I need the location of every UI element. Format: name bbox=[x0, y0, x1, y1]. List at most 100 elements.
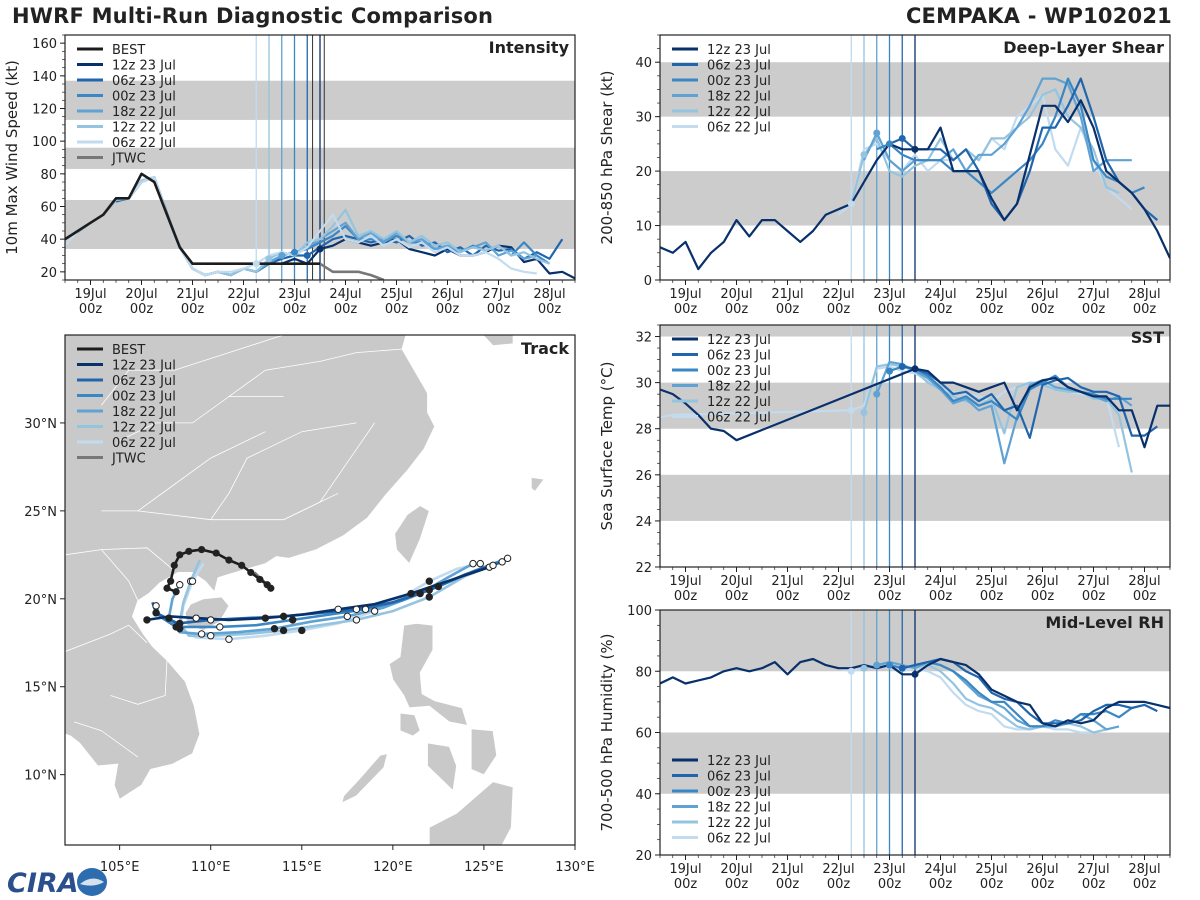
intensity-ytick-label: 120 bbox=[32, 103, 57, 118]
figure-title: HWRF Multi-Run Diagnostic Comparison bbox=[12, 4, 494, 28]
province-border bbox=[101, 431, 266, 512]
province-border bbox=[73, 721, 139, 758]
intensity-xtick-hour: 00z bbox=[181, 302, 205, 317]
sst-xtick-day: 28Jul bbox=[1128, 574, 1160, 589]
track-marker bbox=[416, 589, 424, 598]
sst-xtick-hour: 00z bbox=[1133, 589, 1157, 604]
shear-ytick-label: 30 bbox=[635, 111, 652, 126]
track-marker bbox=[165, 614, 173, 622]
track-marker bbox=[425, 577, 433, 585]
rh-init-dot bbox=[911, 670, 919, 678]
rh-xtick-hour: 00z bbox=[1133, 877, 1157, 892]
intensity-legend-label: BEST bbox=[112, 43, 145, 58]
land-mindoro bbox=[399, 712, 421, 737]
province-border bbox=[210, 422, 357, 520]
intensity-init-dot bbox=[316, 245, 324, 253]
land-samar bbox=[470, 728, 498, 776]
land-palawan bbox=[341, 753, 388, 804]
shear-xtick-hour: 00z bbox=[980, 302, 1004, 317]
sst-xtick-day: 24Jul bbox=[924, 574, 956, 589]
intensity-xtick-hour: 00z bbox=[538, 302, 562, 317]
intensity-init-dot bbox=[278, 252, 286, 259]
track-marker bbox=[152, 602, 160, 610]
track-marker bbox=[270, 624, 279, 633]
sst-init-dot bbox=[898, 362, 906, 370]
track-ytick-label: 30°N bbox=[24, 417, 57, 432]
intensity-ylabel: 10m Max Wind Speed (kt) bbox=[3, 60, 21, 255]
sst-init-dot bbox=[860, 409, 868, 417]
sst-ytick-label: 26 bbox=[635, 469, 652, 484]
sst-ytick-label: 30 bbox=[635, 377, 652, 392]
track-legend-label: 12z 23 Jul bbox=[112, 359, 176, 374]
rh-legend-label: 18z 22 Jul bbox=[707, 801, 771, 816]
rh-title: Mid-Level RH bbox=[1045, 613, 1164, 632]
rh-xtick-day: 19Jul bbox=[669, 862, 701, 877]
shear-xtick-day: 20Jul bbox=[720, 287, 752, 302]
track-marker bbox=[188, 577, 197, 585]
rh-xtick-hour: 00z bbox=[776, 877, 800, 892]
track-line-12z-22-jul bbox=[178, 559, 494, 638]
sst-xtick-hour: 00z bbox=[776, 589, 800, 604]
sst-ytick-label: 28 bbox=[635, 423, 652, 438]
rh-ytick-label: 80 bbox=[635, 665, 652, 680]
rh-xtick-hour: 00z bbox=[1082, 877, 1106, 892]
track-borders bbox=[65, 335, 403, 758]
shear-init-dot bbox=[898, 134, 906, 142]
track-marker bbox=[152, 609, 160, 617]
track-legend-label: 00z 23 Jul bbox=[112, 390, 176, 405]
rh-xtick-hour: 00z bbox=[725, 877, 749, 892]
intensity-xtick-day: 26Jul bbox=[431, 287, 463, 302]
logo-swirl-icon bbox=[80, 878, 104, 886]
sst-ytick-label: 22 bbox=[635, 561, 652, 576]
track-xtick-label: 115°E bbox=[282, 860, 322, 875]
intensity-legend-label: 12z 22 Jul bbox=[112, 121, 176, 136]
track-marker bbox=[476, 559, 484, 568]
sst-init-dot bbox=[847, 406, 855, 414]
intensity-xtick-day: 20Jul bbox=[125, 287, 157, 302]
intensity-init-dot bbox=[265, 255, 273, 263]
intensity-ytick-label: 80 bbox=[40, 168, 57, 183]
track-marker bbox=[298, 626, 306, 635]
shear-xtick-day: 28Jul bbox=[1128, 287, 1160, 302]
track-marker bbox=[216, 623, 224, 631]
track-marker bbox=[425, 586, 433, 594]
shear-ylabel: 200-850 hPa Shear (kt) bbox=[598, 71, 616, 245]
sst-legend-label: 06z 23 Jul bbox=[707, 349, 771, 364]
sst-xtick-hour: 00z bbox=[827, 589, 851, 604]
land-mindanao bbox=[428, 781, 514, 845]
intensity-xtick-day: 25Jul bbox=[380, 287, 412, 302]
track-marker bbox=[288, 616, 297, 624]
intensity-ytick-label: 60 bbox=[40, 201, 57, 216]
shear-xtick-day: 25Jul bbox=[975, 287, 1007, 302]
rh-panel: 2040608010019Jul00z20Jul00z21Jul00z22Jul… bbox=[598, 604, 1171, 892]
rh-xtick-day: 22Jul bbox=[822, 862, 854, 877]
track-marker bbox=[176, 624, 184, 633]
intensity-init-dot bbox=[303, 252, 311, 259]
shear-init-dot bbox=[847, 200, 855, 208]
land-luzon bbox=[388, 622, 469, 726]
shear-xtick-day: 22Jul bbox=[822, 287, 854, 302]
track-panel: 105°E 110°E 115°E 120°E 125°E 130°E 10°N 15°N 20… bbox=[24, 334, 595, 875]
intensity-xtick-day: 24Jul bbox=[329, 287, 361, 302]
shear-xtick-hour: 00z bbox=[725, 302, 749, 317]
sst-xtick-day: 22Jul bbox=[822, 574, 854, 589]
shear-xtick-hour: 00z bbox=[776, 302, 800, 317]
track-marker bbox=[407, 589, 415, 598]
shear-xtick-day: 26Jul bbox=[1026, 287, 1058, 302]
province-border bbox=[65, 547, 175, 572]
intensity-legend-label: 18z 22 Jul bbox=[112, 105, 176, 120]
sst-init-dot bbox=[873, 390, 881, 398]
shear-legend-label: 12z 23 Jul bbox=[707, 43, 771, 58]
shear-init-dot bbox=[886, 140, 893, 148]
province-border bbox=[119, 396, 284, 441]
intensity-xtick-day: 23Jul bbox=[278, 287, 310, 302]
track-marker-best bbox=[238, 561, 246, 569]
intensity-xtick-hour: 00z bbox=[334, 302, 358, 317]
shear-xtick-hour: 00z bbox=[1082, 302, 1106, 317]
shear-legend-label: 12z 22 Jul bbox=[707, 105, 771, 120]
track-ytick-label: 15°N bbox=[24, 681, 57, 696]
rh-ytick-label: 100 bbox=[627, 604, 652, 619]
shear-title: Deep-Layer Shear bbox=[1003, 38, 1164, 57]
sst-xtick-day: 19Jul bbox=[669, 574, 701, 589]
track-xtick-label: 110°E bbox=[191, 860, 231, 875]
